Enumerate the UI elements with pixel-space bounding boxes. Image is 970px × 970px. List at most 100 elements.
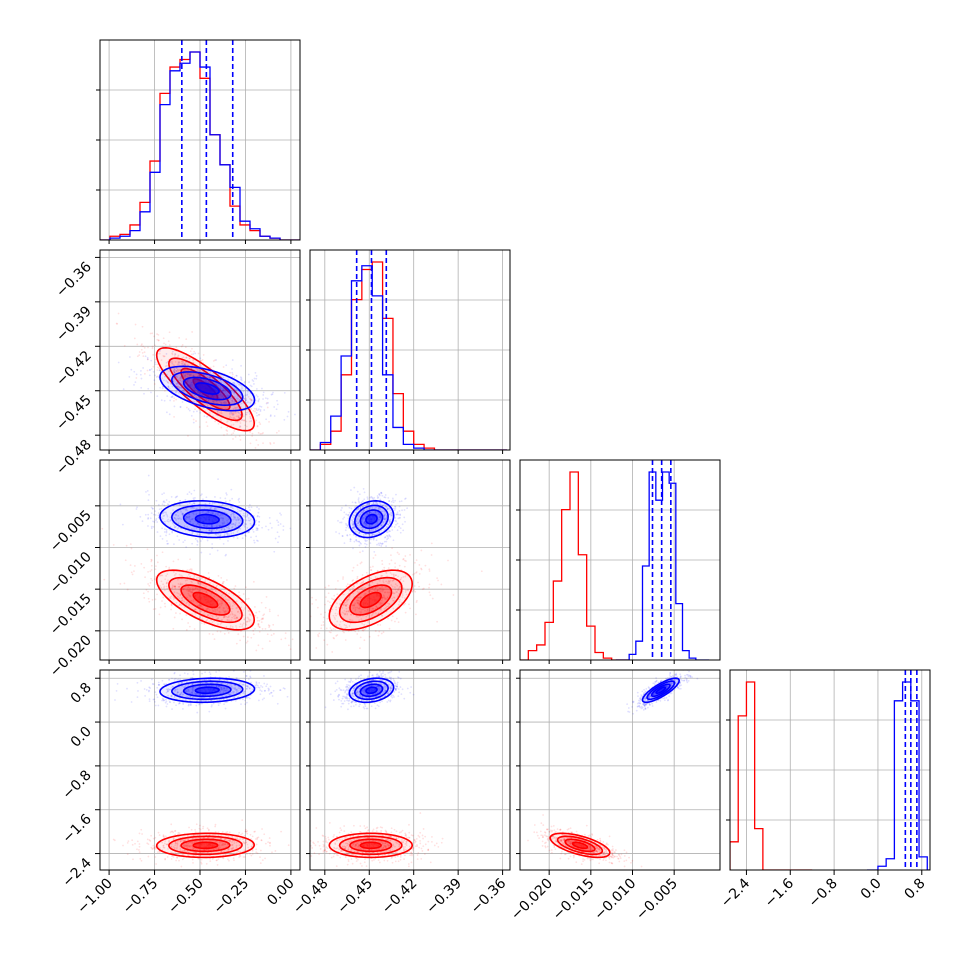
sample-point xyxy=(171,586,174,588)
sample-point xyxy=(259,432,262,435)
sample-point xyxy=(224,390,227,393)
sample-point xyxy=(368,538,371,541)
sample-point xyxy=(272,391,274,394)
sample-point xyxy=(452,594,455,596)
sample-point xyxy=(243,618,246,621)
sample-point xyxy=(180,386,183,389)
sample-point xyxy=(202,524,205,527)
sample-point xyxy=(156,366,159,369)
sample-point xyxy=(175,859,178,862)
sample-point xyxy=(357,599,359,602)
sample-point xyxy=(280,513,282,516)
sample-point xyxy=(146,548,149,551)
sample-point xyxy=(158,352,161,355)
sample-point xyxy=(155,519,157,522)
sample-point xyxy=(358,500,360,503)
sample-point xyxy=(357,521,360,524)
sample-point xyxy=(324,611,327,614)
sample-point xyxy=(358,532,361,534)
sample-point xyxy=(212,415,214,418)
sample-point xyxy=(431,597,434,600)
sample-point xyxy=(221,391,224,393)
sample-point xyxy=(208,529,210,532)
sample-point xyxy=(266,633,269,636)
sample-point xyxy=(138,849,140,851)
sample-point xyxy=(365,523,368,526)
sample-point xyxy=(179,612,182,615)
sample-point xyxy=(436,620,439,623)
sample-point xyxy=(356,606,359,609)
sample-point xyxy=(181,360,183,363)
sample-point xyxy=(184,517,187,520)
sample-point xyxy=(146,356,149,359)
sample-point xyxy=(223,610,226,613)
sample-point xyxy=(238,518,241,521)
sample-point xyxy=(175,346,178,349)
sample-point xyxy=(168,839,171,842)
sample-point xyxy=(376,532,379,535)
sample-point xyxy=(397,513,400,516)
sample-point xyxy=(363,514,366,517)
sample-point xyxy=(222,542,225,545)
sample-point xyxy=(214,508,217,511)
sample-point xyxy=(363,522,366,525)
sample-point xyxy=(346,525,349,528)
sample-point xyxy=(143,372,146,375)
sample-point xyxy=(158,584,161,587)
sample-point xyxy=(243,419,246,422)
sample-point xyxy=(346,610,349,612)
sample-point xyxy=(147,474,150,477)
sample-point xyxy=(247,531,249,534)
sample-point xyxy=(362,523,365,525)
sample-point xyxy=(411,590,414,592)
sample-point xyxy=(169,519,172,521)
sample-point xyxy=(229,613,232,616)
histogram-step-series-1 xyxy=(310,265,508,450)
sample-point xyxy=(164,858,166,861)
sample-point xyxy=(169,368,172,371)
sample-point xyxy=(149,332,152,335)
sample-point xyxy=(165,513,168,515)
sample-point xyxy=(225,392,228,394)
sample-point xyxy=(392,574,395,577)
sample-point xyxy=(176,846,178,849)
sample-point xyxy=(112,838,115,841)
sample-point xyxy=(147,387,150,390)
sample-point xyxy=(195,420,197,422)
sample-point xyxy=(214,420,217,423)
sample-point xyxy=(380,542,383,545)
sample-point xyxy=(185,356,188,359)
sample-point xyxy=(171,352,173,355)
sample-point xyxy=(364,627,367,630)
sample-point xyxy=(211,512,214,515)
sample-point xyxy=(250,506,253,509)
sample-point xyxy=(242,635,245,638)
sample-point xyxy=(162,373,164,376)
sample-point xyxy=(208,529,211,532)
sample-point xyxy=(223,527,226,530)
sample-point xyxy=(164,840,167,843)
sample-point xyxy=(404,591,407,593)
sample-point xyxy=(185,338,188,341)
sample-point xyxy=(207,399,210,401)
sample-point xyxy=(146,369,149,372)
sample-point xyxy=(220,426,223,429)
sample-point xyxy=(399,516,401,519)
sample-point xyxy=(171,361,174,363)
sample-point xyxy=(352,526,355,529)
sample-point xyxy=(389,509,392,512)
sample-point xyxy=(275,408,278,411)
sample-point xyxy=(399,531,402,534)
sample-point xyxy=(407,589,409,592)
sample-point xyxy=(395,520,398,523)
sample-point xyxy=(162,354,165,357)
sample-point xyxy=(192,511,195,514)
sample-point xyxy=(239,612,242,615)
sample-point xyxy=(380,590,382,592)
sample-point xyxy=(222,616,225,619)
sample-point xyxy=(180,603,183,606)
sample-point xyxy=(376,589,379,592)
sample-point xyxy=(158,834,161,836)
sample-point xyxy=(393,596,395,599)
sample-point xyxy=(177,522,180,525)
